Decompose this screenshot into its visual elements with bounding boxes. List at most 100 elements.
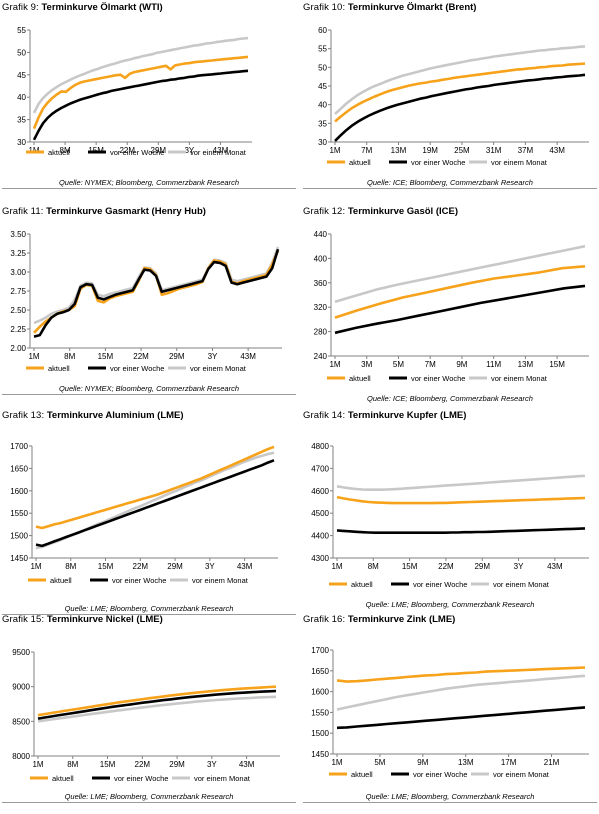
y-tick-label: 55	[17, 26, 26, 35]
x-tick-label: 43M	[213, 146, 229, 155]
y-tick-label: 1450	[10, 554, 28, 563]
x-tick-label: 8M	[368, 562, 379, 571]
y-tick-label: 35	[17, 116, 26, 125]
x-tick-label: 15M	[98, 352, 114, 361]
y-tick-label: 280	[314, 328, 328, 337]
legend-label: vor einem Monat	[190, 364, 247, 373]
series-line-aktuell	[334, 265, 586, 319]
legend-label: aktuell	[48, 364, 70, 373]
y-tick-label: 2.50	[10, 306, 26, 315]
series-line-vor-einem-monat	[336, 474, 586, 491]
y-tick-label: 1600	[10, 487, 28, 496]
y-tick-label: 3.00	[10, 268, 26, 277]
x-tick-label: 1M	[331, 562, 342, 571]
series-line-vor-einer-woche	[37, 689, 277, 720]
series-line-vor-einer-woche	[334, 73, 586, 142]
y-tick-label: 4300	[311, 554, 329, 563]
x-tick-label: 22M	[119, 146, 135, 155]
chart-panel-12: Grafik 12: Terminkurve Gasöl (ICE) 240 280…	[303, 206, 597, 406]
y-tick-label: 4400	[311, 532, 329, 541]
legend-label: vor einer Woche	[411, 158, 465, 167]
y-tick-label: 1550	[10, 509, 28, 518]
x-tick-label: 43M	[240, 352, 256, 361]
chart-source: Quelle: LME; Bloomberg, Commerzbank Rese…	[64, 792, 234, 801]
chart-title-prefix: Grafik 14:	[303, 410, 346, 421]
x-tick-label: 25M	[454, 146, 470, 155]
chart-panel-10: Grafik 10: Terminkurve Ölmarkt (Brent) 30…	[303, 2, 597, 202]
chart-panel-13: Grafik 13: Terminkurve Aluminium (LME) 14…	[2, 410, 296, 615]
series-line-aktuell	[37, 685, 277, 717]
series-line-aktuell	[32, 55, 249, 130]
series-line-vor-einem-monat	[334, 244, 586, 303]
y-tick-label: 1650	[311, 667, 329, 676]
x-tick-label: 17M	[501, 758, 517, 767]
chart-title: Grafik 11: Terminkurve Gasmarkt (Henry H…	[2, 206, 206, 218]
x-tick-label: 1M	[329, 360, 340, 369]
chart-source: Quelle: NYMEX; Bloomberg, Commerzbank Re…	[58, 384, 240, 393]
series-line-vor-einer-woche	[35, 459, 275, 548]
y-tick-label: 240	[314, 352, 328, 361]
legend-label: aktuell	[351, 580, 373, 589]
y-tick-label: 4500	[311, 509, 329, 518]
x-tick-label: 3Y	[208, 352, 218, 361]
chart-source: Quelle: ICE; Bloomberg, Commerzbank Rese…	[367, 394, 533, 403]
legend-label: aktuell	[349, 158, 371, 167]
chart-svg: 2.00 2.25 2.50 2.75 3.00 3.25 3.50 1M 8M 15M 22M 29…	[10, 230, 282, 373]
y-tick-label: 55	[318, 45, 327, 54]
series-line-vor-einer-woche	[336, 527, 586, 534]
legend-label: vor einem Monat	[493, 580, 550, 589]
x-tick-label: 29M	[169, 352, 185, 361]
x-tick-label: 9M	[417, 758, 428, 767]
y-tick-label: 9000	[12, 683, 30, 692]
y-tick-label: 1700	[10, 442, 28, 451]
x-tick-label: 1M	[30, 562, 41, 571]
legend-label: vor einem Monat	[192, 576, 249, 585]
x-tick-label: 1M	[32, 760, 43, 769]
series-line-vor-einem-monat	[334, 45, 586, 115]
chart-source: Quelle: LME; Bloomberg, Commerzbank Rese…	[365, 792, 535, 801]
x-tick-label: 43M	[239, 760, 255, 769]
divider	[2, 188, 296, 189]
y-tick-label: 50	[17, 48, 26, 57]
y-tick-label: 1500	[311, 729, 329, 738]
y-tick-label: 3.25	[10, 249, 26, 258]
x-tick-label: 8M	[60, 146, 71, 155]
x-tick-label: 1M	[329, 146, 340, 155]
series-line-vor-einer-woche	[334, 284, 586, 335]
legend-label: vor einer Woche	[110, 364, 164, 373]
y-tick-label: 2.00	[10, 344, 26, 353]
y-tick-label: 9500	[12, 648, 30, 657]
chart-title: Grafik 10: Terminkurve Ölmarkt (Brent)	[303, 2, 476, 14]
chart-title: Grafik 15: Terminkurve Nickel (LME)	[2, 614, 163, 626]
y-tick-label: 4700	[311, 464, 329, 473]
chart-svg: 1450 1500 1550 1600 1650 1700 1M 8M 15M 22M 29M 3Y 4…	[10, 442, 278, 585]
chart-panel-9: Grafik 9: Terminkurve Ölmarkt (WTI) 30 35 4…	[2, 2, 296, 202]
chart-title-text: Terminkurve Gasöl (ICE)	[345, 206, 458, 217]
chart-svg: 4300 4400 4500 4600 4700 4800 1M 8M 15M 22M 29M 3Y 4…	[311, 442, 589, 589]
x-tick-label: 11M	[486, 360, 501, 369]
x-tick-label: 9M	[456, 360, 467, 369]
legend-label: aktuell	[52, 774, 74, 783]
chart-title-text: Terminkurve Ölmarkt (WTI)	[38, 2, 163, 13]
chart-title: Grafik 12: Terminkurve Gasöl (ICE)	[303, 206, 458, 218]
y-tick-label: 2.75	[10, 287, 26, 296]
chart-title-text: Terminkurve Aluminium (LME)	[44, 410, 184, 421]
x-tick-label: 21M	[544, 758, 560, 767]
x-tick-label: 15M	[549, 360, 565, 369]
series-line-aktuell	[33, 250, 280, 334]
y-tick-label: 1450	[311, 750, 329, 759]
x-tick-label: 29M	[167, 562, 183, 571]
x-tick-label: 43M	[547, 562, 563, 571]
chart-title: Grafik 14: Terminkurve Kupfer (LME)	[303, 410, 466, 422]
x-tick-label: 3M	[361, 360, 372, 369]
divider	[2, 614, 296, 615]
x-tick-label: 22M	[133, 562, 149, 571]
legend-label: vor einem Monat	[190, 148, 247, 157]
series-line-vor-einer-woche	[33, 248, 280, 338]
legend-label: vor einer Woche	[112, 576, 166, 585]
series-line-vor-einem-monat	[33, 246, 280, 325]
chart-source: Quelle: ICE; Bloomberg, Commerzbank Rese…	[367, 178, 533, 187]
x-tick-label: 22M	[133, 352, 149, 361]
series-line-vor-einer-woche	[32, 69, 249, 141]
series-line-aktuell	[334, 62, 586, 123]
